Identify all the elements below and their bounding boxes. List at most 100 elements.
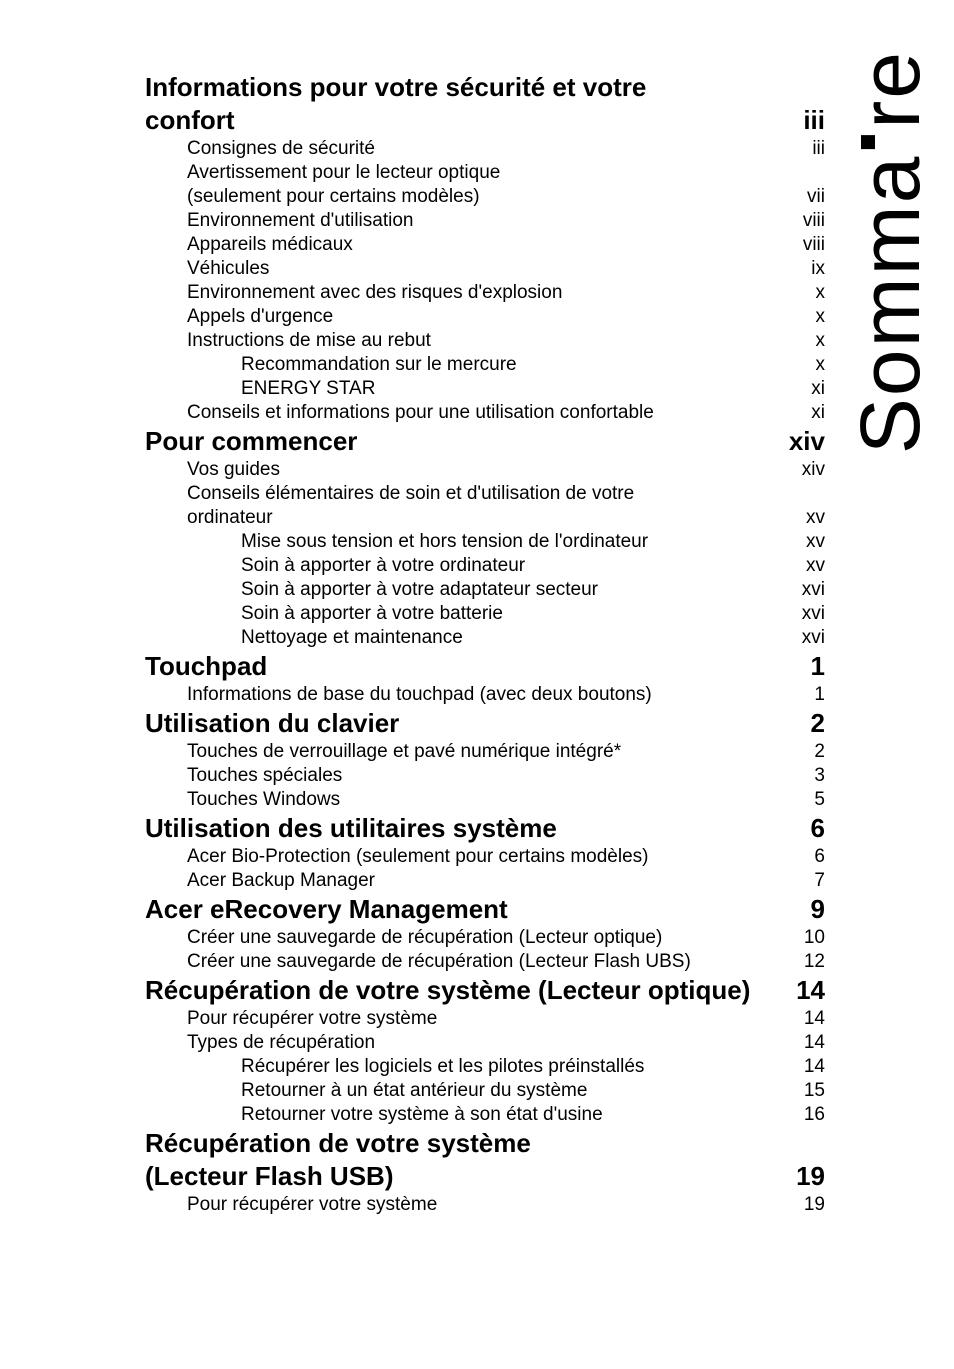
toc-label: Retourner votre système à son état d'usi… [241,1104,781,1126]
toc-page: 3 [781,765,825,787]
toc-row: Acer eRecovery Management9 [145,894,825,925]
toc-page: 14 [781,975,825,1006]
toc-label: Environnement d'utilisation [187,210,781,232]
toc-label: Appareils médicaux [187,234,781,256]
toc-row: Informations pour votre sécurité et votr… [145,72,825,103]
toc-row: Soin à apporter à votre batteriexvi [145,603,825,625]
toc-page: x [781,354,825,376]
toc-row: (seulement pour certains modèles)vii [145,186,825,208]
vertical-title-post: re [843,50,937,129]
toc-page: 1 [781,651,825,682]
toc-label: Vos guides [187,459,781,481]
toc-row: Conseils et informations pour une utilis… [145,402,825,424]
toc-row: confortiii [145,105,825,136]
toc-page: 2 [781,708,825,739]
toc-label: Utilisation du clavier [145,708,781,739]
toc-page: 1 [781,684,825,706]
toc-page: xiv [781,459,825,481]
toc-label: Informations de base du touchpad (avec d… [187,684,781,706]
toc-label: Appels d'urgence [187,306,781,328]
table-of-contents: Informations pour votre sécurité et votr… [145,72,825,1216]
toc-label: ENERGY STAR [241,378,781,400]
toc-page: 7 [781,870,825,892]
toc-label: Instructions de mise au rebut [187,330,781,352]
toc-label: Mise sous tension et hors tension de l'o… [241,531,781,553]
toc-label: confort [145,105,781,136]
toc-page: 9 [781,894,825,925]
toc-label: Pour récupérer votre système [187,1008,781,1030]
toc-row: Véhiculesix [145,258,825,280]
toc-row: ENERGY STARxi [145,378,825,400]
toc-page: xi [781,402,825,424]
toc-label: Conseils et informations pour une utilis… [187,402,781,424]
toc-row: Informations de base du touchpad (avec d… [145,684,825,706]
toc-page: x [781,306,825,328]
toc-label: Pour commencer [145,426,781,457]
toc-label: Touchpad [145,651,781,682]
toc-row: Créer une sauvegarde de récupération (Le… [145,951,825,973]
toc-page: xvi [781,627,825,649]
toc-page: 5 [781,789,825,811]
toc-label: Récupération de votre système [145,1128,825,1159]
toc-label: Récupérer les logiciels et les pilotes p… [241,1056,781,1078]
toc-row: Touches Windows5 [145,789,825,811]
vertical-section-title: Sommare [848,50,932,454]
toc-row: Environnement d'utilisationviii [145,210,825,232]
toc-page: 10 [781,927,825,949]
toc-label: Conseils élémentaires de soin et d'utili… [187,483,825,505]
toc-label: Touches spéciales [187,765,781,787]
toc-row: Pour récupérer votre système14 [145,1008,825,1030]
toc-row: Récupération de votre système (Lecteur o… [145,975,825,1006]
toc-row: Récupérer les logiciels et les pilotes p… [145,1056,825,1078]
toc-label: (seulement pour certains modèles) [187,186,781,208]
toc-label: Nettoyage et maintenance [241,627,781,649]
toc-page: xvi [781,603,825,625]
toc-label: Touches Windows [187,789,781,811]
toc-label: Retourner à un état antérieur du système [241,1080,781,1102]
toc-page: viii [781,234,825,256]
toc-row: Pour récupérer votre système19 [145,1194,825,1216]
toc-row: Utilisation du clavier2 [145,708,825,739]
toc-row: Recommandation sur le mercurex [145,354,825,376]
toc-row: Créer une sauvegarde de récupération (Le… [145,927,825,949]
toc-label: Informations pour votre sécurité et votr… [145,72,825,103]
toc-page: vii [781,186,825,208]
toc-page: x [781,282,825,304]
toc-page: 12 [781,951,825,973]
toc-label: Acer eRecovery Management [145,894,781,925]
toc-row: Mise sous tension et hors tension de l'o… [145,531,825,553]
toc-page: 14 [781,1008,825,1030]
toc-row: Récupération de votre système [145,1128,825,1159]
toc-label: Acer Backup Manager [187,870,781,892]
toc-page: 19 [781,1161,825,1192]
toc-row: Appareils médicauxviii [145,234,825,256]
toc-row: Touchpad1 [145,651,825,682]
toc-page: 19 [781,1194,825,1216]
toc-page: x [781,330,825,352]
toc-row: Nettoyage et maintenancexvi [145,627,825,649]
toc-label: Récupération de votre système (Lecteur o… [145,975,781,1006]
toc-page: xi [781,378,825,400]
toc-page: 14 [781,1032,825,1054]
toc-page: 16 [781,1104,825,1126]
toc-page: iii [781,138,825,160]
toc-row: Conseils élémentaires de soin et d'utili… [145,483,825,505]
toc-page: xv [781,531,825,553]
toc-row: Acer Bio-Protection (seulement pour cert… [145,846,825,868]
toc-label: Soin à apporter à votre batterie [241,603,781,625]
toc-label: Pour récupérer votre système [187,1194,781,1216]
toc-row: Vos guidesxiv [145,459,825,481]
toc-row: (Lecteur Flash USB)19 [145,1161,825,1192]
toc-row: Instructions de mise au rebutx [145,330,825,352]
toc-page: xv [781,555,825,577]
toc-page: xv [781,507,825,529]
toc-label: Soin à apporter à votre adaptateur secte… [241,579,781,601]
toc-row: Acer Backup Manager7 [145,870,825,892]
toc-page: 6 [781,813,825,844]
toc-label: (Lecteur Flash USB) [145,1161,781,1192]
toc-label: Créer une sauvegarde de récupération (Le… [187,951,781,973]
toc-row: Soin à apporter à votre adaptateur secte… [145,579,825,601]
toc-label: Environnement avec des risques d'explosi… [187,282,781,304]
toc-row: Types de récupération14 [145,1032,825,1054]
toc-label: Acer Bio-Protection (seulement pour cert… [187,846,781,868]
